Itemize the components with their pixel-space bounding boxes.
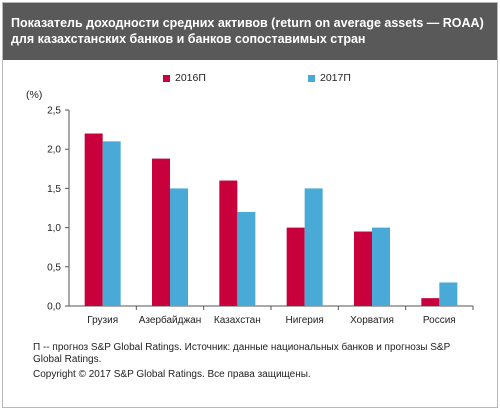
- y-tick-label: 1,5: [47, 184, 61, 195]
- bar-2016: [286, 227, 305, 306]
- legend-item-2016: 2016П: [163, 71, 206, 85]
- source-footnote: П -- прогноз S&P Global Ratings. Источни…: [33, 342, 451, 365]
- x-tick-label: Нигерия: [285, 315, 323, 326]
- bar-2017: [102, 141, 121, 306]
- legend-label-2016: 2016П: [175, 72, 206, 84]
- bar-2016: [354, 231, 372, 306]
- chart-title: Показатель доходности средних активов (r…: [11, 16, 484, 46]
- x-tick-label: Азербайджан: [139, 314, 202, 326]
- x-tick-label: Казахстан: [214, 315, 261, 326]
- bar-2016: [219, 180, 238, 306]
- bar-2016: [152, 158, 170, 306]
- legend-item-2017: 2017П: [308, 71, 351, 85]
- x-tick-label: Грузия: [87, 315, 118, 326]
- bar-2017: [170, 188, 188, 306]
- bar-2017: [372, 227, 390, 306]
- legend-swatch-2016: [163, 74, 170, 82]
- y-tick-label: 0,5: [47, 262, 61, 273]
- legend: 2016П 2017П: [3, 71, 497, 87]
- x-tick-label: Россия: [423, 315, 456, 326]
- y-tick-label: 0,0: [47, 302, 61, 313]
- legend-swatch-2017: [308, 74, 315, 82]
- x-tick-label: Хорватия: [350, 315, 394, 326]
- bar-2016: [421, 298, 440, 306]
- bar-2017: [237, 211, 256, 306]
- copyright-note: Copyright © 2017 S&P Global Ratings. Все…: [33, 369, 311, 380]
- y-tick-label: 1,0: [47, 223, 61, 234]
- y-axis-unit-label: (%): [26, 89, 43, 101]
- bar-2017: [304, 188, 323, 306]
- chart-header: Показатель доходности средних активов (r…: [3, 3, 497, 60]
- legend-label-2017: 2017П: [320, 72, 351, 84]
- y-tick-label: 2,5: [47, 106, 61, 117]
- y-tick-label: 2,0: [47, 145, 61, 156]
- bar-chart: 0,0 0,5 1,0 1,5 2,0 2,5 Грузия Азербайджан Казах…: [47, 106, 474, 326]
- bar-2017: [439, 282, 458, 306]
- bar-2016: [84, 133, 103, 306]
